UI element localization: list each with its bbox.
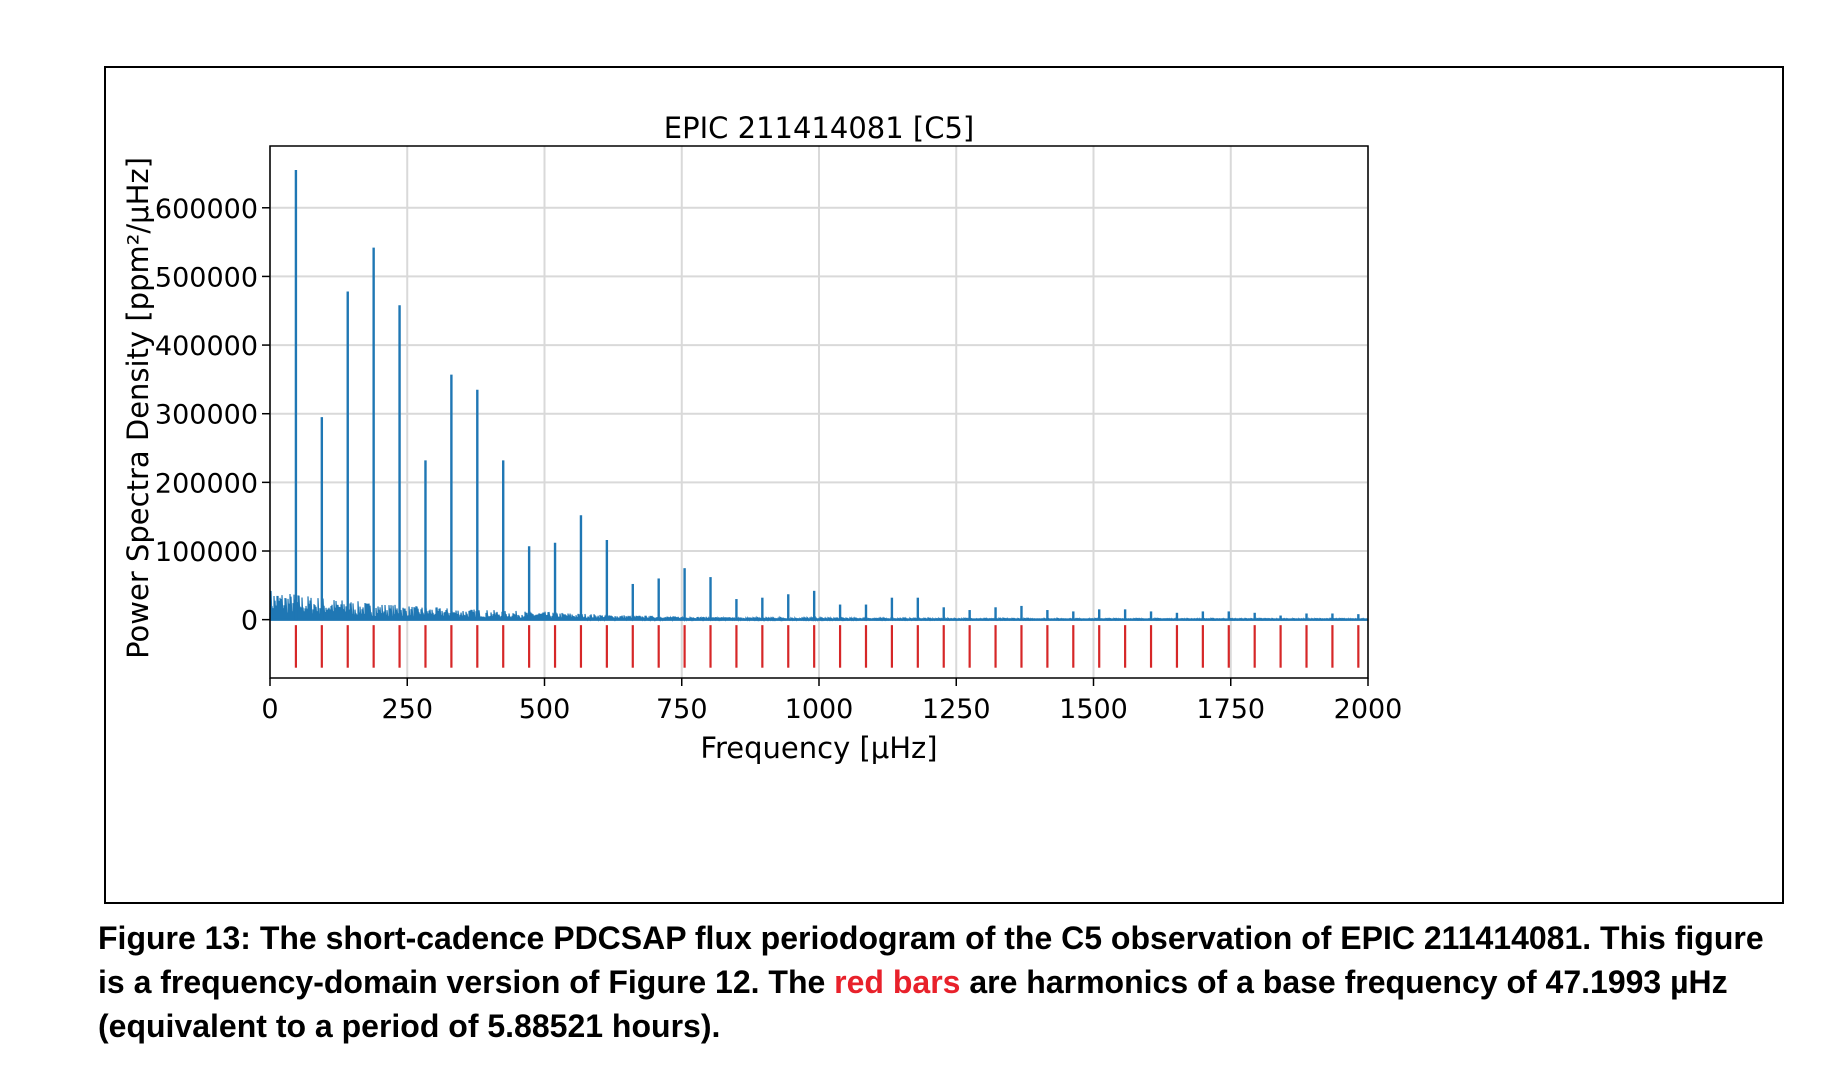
x-tick-label-5: 1250 — [922, 694, 991, 725]
peak-series — [294, 170, 1360, 620]
caption-text-start: Figure 13: The short-cadence PDCSAP flux… — [98, 920, 1764, 1000]
y-tick-label-6: 600000 — [155, 194, 258, 225]
caption-highlight-red-bars: red bars — [834, 964, 961, 1000]
figure-caption: Figure 13: The short-cadence PDCSAP flux… — [98, 916, 1798, 1048]
x-tick-label-2: 500 — [519, 694, 571, 725]
periodogram-chart: 0 250 500 750 1000 1250 1500 1750 2000 0 100000 20… — [121, 111, 1402, 765]
y-axis-label: Power Spectra Density [ppm²/μHz] — [121, 157, 155, 659]
x-tick-label-4: 1000 — [785, 694, 854, 725]
x-tick-label-6: 1500 — [1059, 694, 1128, 725]
x-tick-label-7: 1750 — [1196, 694, 1265, 725]
x-tick-label-3: 750 — [656, 694, 708, 725]
y-tick-label-3: 300000 — [155, 400, 258, 431]
x-tick-label-8: 2000 — [1334, 694, 1403, 725]
y-tick-label-2: 200000 — [155, 468, 258, 499]
grid — [269, 146, 1369, 678]
caption-text-end: are harmonics of a base frequency of 47.… — [98, 964, 1728, 1044]
harmonic-markers — [294, 625, 1360, 668]
x-axis-ticks: 0 250 500 750 1000 1250 1500 1750 2000 — [261, 678, 1402, 725]
x-axis-label: Frequency [μHz] — [700, 731, 937, 765]
y-tick-label-5: 500000 — [155, 262, 258, 293]
y-tick-label-4: 400000 — [155, 331, 258, 362]
chart-title: EPIC 211414081 [C5] — [664, 111, 974, 145]
noise-floor — [269, 590, 1369, 622]
figure-frame: 0 250 500 750 1000 1250 1500 1750 2000 0 100000 20… — [104, 66, 1784, 904]
y-tick-label-0: 0 — [241, 606, 258, 637]
x-tick-label-1: 250 — [381, 694, 433, 725]
y-tick-label-1: 100000 — [155, 537, 258, 568]
x-tick-label-0: 0 — [261, 694, 278, 725]
y-axis-ticks: 0 100000 200000 300000 400000 500000 600000 — [155, 194, 270, 637]
